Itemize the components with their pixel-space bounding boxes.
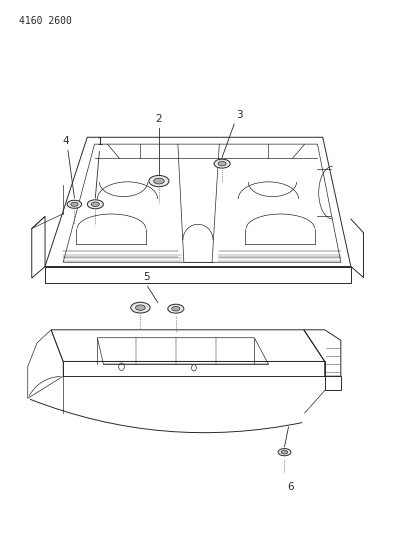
- Text: 2: 2: [155, 114, 162, 124]
- Ellipse shape: [218, 161, 226, 166]
- Text: 4: 4: [63, 136, 69, 146]
- Ellipse shape: [87, 200, 103, 209]
- Ellipse shape: [214, 159, 230, 168]
- Ellipse shape: [168, 304, 184, 313]
- Text: 4160 2600: 4160 2600: [19, 16, 72, 26]
- Ellipse shape: [278, 449, 291, 456]
- Ellipse shape: [131, 302, 150, 313]
- Ellipse shape: [67, 200, 82, 208]
- Ellipse shape: [172, 306, 180, 311]
- Text: 6: 6: [287, 482, 293, 492]
- Ellipse shape: [91, 202, 100, 206]
- Text: 3: 3: [236, 110, 243, 120]
- Ellipse shape: [281, 450, 288, 454]
- Ellipse shape: [154, 178, 164, 184]
- Text: 1: 1: [97, 138, 104, 147]
- Ellipse shape: [71, 202, 78, 206]
- Text: 5: 5: [143, 272, 149, 282]
- Ellipse shape: [135, 305, 145, 310]
- Ellipse shape: [149, 175, 169, 187]
